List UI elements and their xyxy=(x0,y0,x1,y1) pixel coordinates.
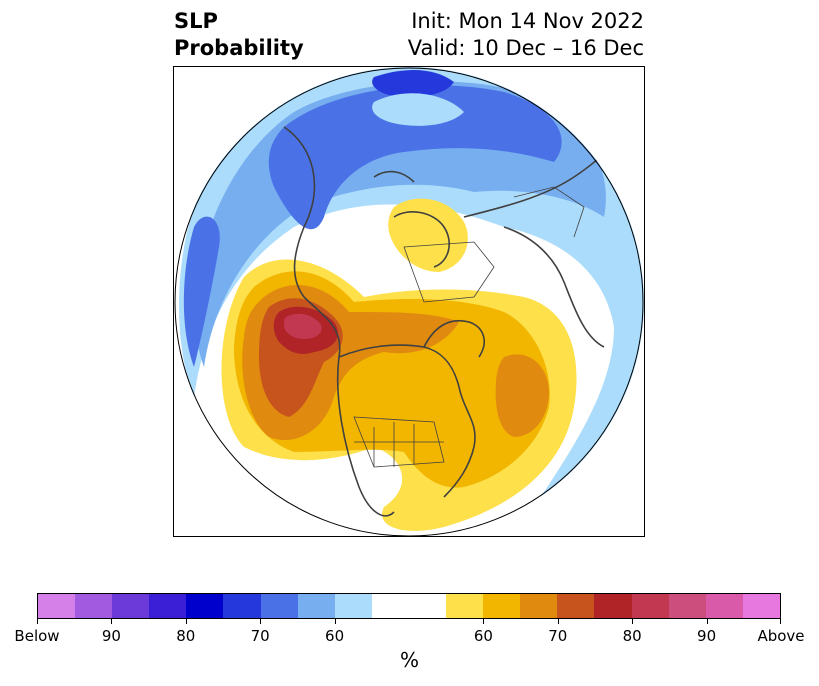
colorbar-segment xyxy=(668,594,706,618)
colorbar-segment xyxy=(371,594,409,618)
above-85-core xyxy=(284,313,322,339)
colorbar-segment xyxy=(75,594,113,618)
colorbar-tick-label: 80 xyxy=(176,627,196,645)
colorbar-tick-label: 90 xyxy=(101,627,121,645)
below-70-band xyxy=(268,85,562,230)
below-75-band xyxy=(372,70,454,97)
colorbar-segment xyxy=(149,594,187,618)
colorbar-segment xyxy=(446,594,484,618)
colorbar-tick-mark xyxy=(557,619,559,624)
chart-title-right: Init: Mon 14 Nov 2022 Valid: 10 Dec – 16… xyxy=(408,8,644,62)
colorbar-tick-label: 60 xyxy=(325,627,345,645)
colorbar-segment xyxy=(334,594,372,618)
colorbar-segment xyxy=(705,594,743,618)
colorbar-tick-mark xyxy=(334,619,336,624)
init-date: Init: Mon 14 Nov 2022 xyxy=(411,9,644,33)
colorbar-segment xyxy=(297,594,335,618)
colorbar-segment xyxy=(408,594,447,618)
colorbar-tick-mark xyxy=(111,619,113,624)
chart-title-left: SLP Probability xyxy=(174,8,304,62)
map-canvas xyxy=(174,67,644,536)
colorbar-tick-label: Below xyxy=(14,627,60,645)
colorbar-segment xyxy=(742,594,780,618)
colorbar-tick-label: 70 xyxy=(548,627,568,645)
colorbar-tick-mark xyxy=(780,619,781,624)
title-variable: SLP xyxy=(174,9,218,33)
colorbar-segment xyxy=(38,594,76,618)
country-borders xyxy=(353,186,585,468)
colorbar-tick-label: 70 xyxy=(250,627,270,645)
colorbar-unit: % xyxy=(399,648,419,672)
colorbar-tick-mark xyxy=(260,619,262,624)
colorbar-segment xyxy=(186,594,224,618)
colorbar-segment xyxy=(260,594,298,618)
colorbar-tick-mark xyxy=(185,619,187,624)
colorbar xyxy=(37,593,781,619)
title-product: Probability xyxy=(174,36,304,60)
colorbar-tick-mark xyxy=(632,619,634,624)
colorbar-segment xyxy=(483,594,521,618)
colorbar-segment xyxy=(631,594,669,618)
colorbar-segment xyxy=(557,594,595,618)
colorbar-ticks: Below 90 80 70 60 60 70 80 90 Above xyxy=(14,619,805,645)
valid-range: Valid: 10 Dec – 16 Dec xyxy=(407,36,644,60)
colorbar-segment xyxy=(112,594,150,618)
below-70-west xyxy=(183,216,220,367)
colorbar-tick-label: 90 xyxy=(697,627,717,645)
above-70-atlantic xyxy=(495,354,549,437)
colorbar-segment xyxy=(223,594,261,618)
colorbar-tick-mark xyxy=(37,619,38,624)
colorbar-segment xyxy=(520,594,558,618)
colorbar-tick-mark xyxy=(483,619,485,624)
colorbar-tick-label: 60 xyxy=(473,627,493,645)
colorbar-segment xyxy=(594,594,632,618)
colorbar-tick-label: 80 xyxy=(622,627,642,645)
colorbar-tick-label: Above xyxy=(757,627,805,645)
polar-map xyxy=(173,66,645,537)
colorbar-tick-mark xyxy=(706,619,708,624)
below-inner-light xyxy=(372,93,464,126)
